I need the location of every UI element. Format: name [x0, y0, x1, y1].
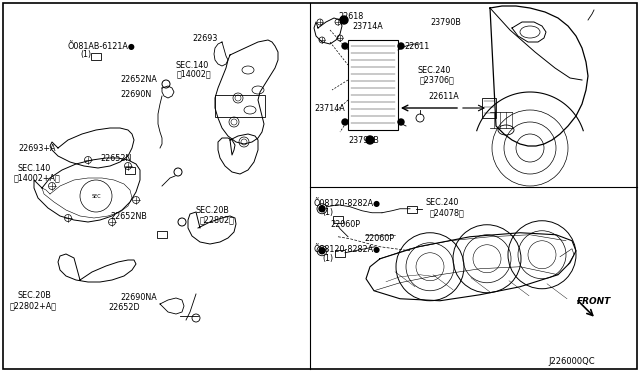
Text: 〔23706〕: 〔23706〕 — [420, 76, 455, 84]
Text: 〔14002+A〕: 〔14002+A〕 — [14, 173, 61, 183]
Bar — [335, 250, 345, 257]
Circle shape — [342, 43, 348, 49]
Bar — [407, 206, 417, 213]
Circle shape — [398, 119, 404, 125]
Circle shape — [319, 248, 325, 254]
Text: 22652NB: 22652NB — [110, 212, 147, 221]
Text: Õ081AB-6121A●: Õ081AB-6121A● — [68, 41, 136, 51]
Text: 22618: 22618 — [338, 12, 364, 20]
Text: 22693+A: 22693+A — [18, 144, 56, 153]
Text: SEC.140: SEC.140 — [18, 164, 51, 173]
Circle shape — [319, 206, 325, 212]
Text: 〔22802〕: 〔22802〕 — [200, 215, 235, 224]
Text: 22690NA: 22690NA — [120, 294, 157, 302]
Text: 22060P: 22060P — [364, 234, 394, 243]
Text: 23714A: 23714A — [352, 22, 383, 31]
Text: SEC.20B: SEC.20B — [18, 292, 52, 301]
Text: SEC.20B: SEC.20B — [196, 205, 230, 215]
Text: 22652N: 22652N — [100, 154, 131, 163]
Bar — [215, 95, 265, 117]
Circle shape — [342, 119, 348, 125]
Text: 23790B: 23790B — [348, 135, 379, 144]
Bar — [125, 167, 135, 174]
Text: SEC.140: SEC.140 — [175, 61, 208, 70]
Text: (1): (1) — [322, 208, 333, 217]
Text: FRONT: FRONT — [577, 297, 611, 306]
Text: 22060P: 22060P — [330, 220, 360, 229]
Text: Õ08120-8282A●: Õ08120-8282A● — [314, 198, 381, 208]
Text: 22611: 22611 — [404, 42, 429, 51]
Text: (1): (1) — [80, 49, 91, 58]
Bar — [333, 216, 343, 223]
Bar — [157, 231, 167, 238]
Text: 〔24078〕: 〔24078〕 — [430, 208, 465, 217]
Text: 23714A: 23714A — [314, 103, 345, 112]
Text: 22693: 22693 — [192, 33, 218, 42]
Text: SEC.240: SEC.240 — [426, 198, 460, 207]
Text: SEC: SEC — [91, 193, 101, 199]
Text: 22652D: 22652D — [108, 304, 140, 312]
Bar — [348, 40, 398, 130]
Circle shape — [398, 43, 404, 49]
Text: 22652NA: 22652NA — [120, 74, 157, 83]
Circle shape — [340, 16, 348, 24]
Circle shape — [366, 136, 374, 144]
Bar — [91, 53, 101, 60]
Text: 23790B: 23790B — [430, 17, 461, 26]
Text: 〔22802+A〕: 〔22802+A〕 — [10, 301, 57, 311]
Text: Õ08120-8282A●: Õ08120-8282A● — [314, 244, 381, 254]
Text: J226000QC: J226000QC — [548, 357, 595, 366]
Text: SEC.240: SEC.240 — [418, 65, 451, 74]
Bar — [482, 98, 496, 118]
Text: (1): (1) — [322, 254, 333, 263]
Text: 22611A: 22611A — [428, 92, 459, 100]
Text: 22690N: 22690N — [120, 90, 151, 99]
Text: 〔14002〕: 〔14002〕 — [177, 70, 212, 78]
